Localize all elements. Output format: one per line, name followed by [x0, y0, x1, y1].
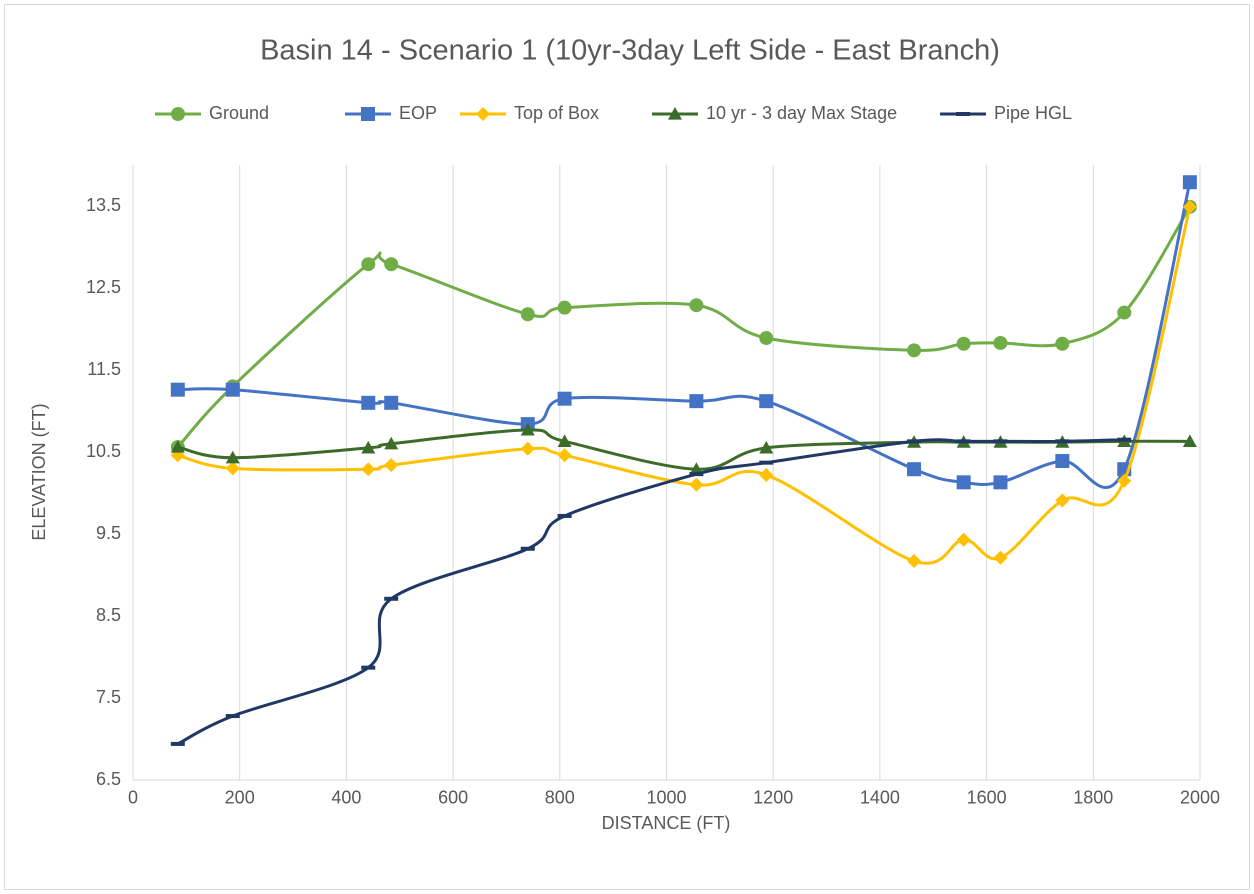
chart-title: Basin 14 - Scenario 1 (10yr-3day Left Si… [260, 35, 1000, 67]
marker [759, 394, 774, 409]
y-tick-label: 12.5 [86, 277, 121, 297]
marker [384, 257, 399, 272]
marker [1055, 439, 1070, 444]
legend-label: Pipe HGL [994, 103, 1072, 123]
marker [384, 436, 399, 450]
marker [1182, 175, 1197, 190]
marker [557, 300, 572, 315]
marker [225, 714, 240, 719]
y-tick-label: 7.5 [96, 687, 121, 707]
marker [557, 434, 572, 447]
marker [1055, 336, 1070, 351]
x-axis-label: DISTANCE (FT) [602, 813, 731, 833]
marker [384, 458, 399, 473]
marker [689, 477, 704, 492]
marker [557, 391, 572, 406]
marker [689, 298, 704, 313]
marker [956, 475, 971, 490]
marker [520, 546, 535, 551]
marker [993, 439, 1008, 444]
marker [361, 462, 376, 477]
marker [907, 439, 922, 444]
marker [384, 596, 399, 601]
marker [170, 741, 185, 746]
legend-marker [668, 107, 682, 120]
marker [1055, 493, 1070, 508]
marker [170, 440, 185, 453]
legend-label: 10 yr - 3 day Max Stage [706, 103, 897, 123]
chart-frame [4, 4, 1250, 890]
y-tick-label: 8.5 [96, 605, 121, 625]
marker [759, 460, 774, 465]
marker [361, 395, 376, 410]
x-tick-label: 0 [128, 788, 138, 808]
x-tick-label: 200 [225, 788, 255, 808]
legend-marker [361, 107, 375, 121]
marker [1182, 434, 1197, 447]
marker [361, 257, 376, 272]
marker [1182, 199, 1197, 214]
marker [956, 532, 971, 547]
marker [759, 331, 774, 346]
x-tick-label: 600 [438, 788, 468, 808]
marker [907, 462, 922, 477]
x-tick-label: 1200 [753, 788, 793, 808]
marker [759, 467, 774, 482]
marker [361, 440, 376, 454]
y-tick-label: 13.5 [86, 195, 121, 215]
marker [993, 335, 1008, 350]
marker [689, 472, 704, 477]
marker [689, 394, 704, 409]
marker [225, 461, 240, 476]
y-tick-label: 11.5 [87, 359, 121, 379]
marker [225, 382, 240, 397]
legend-marker [476, 107, 490, 121]
marker [759, 440, 774, 454]
x-tick-label: 1000 [646, 788, 686, 808]
marker [956, 336, 971, 351]
marker [520, 441, 535, 456]
x-tick-label: 1800 [1073, 788, 1113, 808]
marker [689, 462, 704, 475]
marker [557, 513, 572, 518]
marker [907, 343, 922, 358]
marker [907, 554, 922, 569]
marker [1117, 437, 1132, 442]
x-tick-label: 1400 [860, 788, 900, 808]
marker [956, 439, 971, 444]
marker [1055, 454, 1070, 469]
x-tick-label: 2000 [1180, 788, 1220, 808]
y-tick-label: 10.5 [86, 441, 121, 461]
x-tick-label: 400 [331, 788, 361, 808]
marker [557, 448, 572, 463]
marker [1117, 305, 1132, 320]
series-line [177, 206, 1192, 565]
marker [993, 475, 1008, 490]
marker [170, 382, 185, 397]
y-tick-label: 9.5 [96, 523, 121, 543]
marker [993, 550, 1008, 565]
series-line [177, 181, 1192, 489]
legend-marker [956, 112, 970, 116]
marker [361, 665, 376, 670]
x-tick-label: 800 [545, 788, 575, 808]
legend-label: Top of Box [514, 103, 599, 123]
marker [225, 450, 240, 464]
legend-marker [171, 107, 185, 121]
x-tick-label: 1600 [967, 788, 1007, 808]
legend-label: Ground [209, 103, 269, 123]
marker [384, 395, 399, 410]
y-tick-label: 6.5 [96, 769, 121, 789]
legend-label: EOP [399, 103, 437, 123]
marker [520, 422, 535, 436]
marker [520, 307, 535, 322]
marker [1117, 473, 1132, 488]
y-axis-label: ELEVATION (FT) [29, 403, 49, 540]
